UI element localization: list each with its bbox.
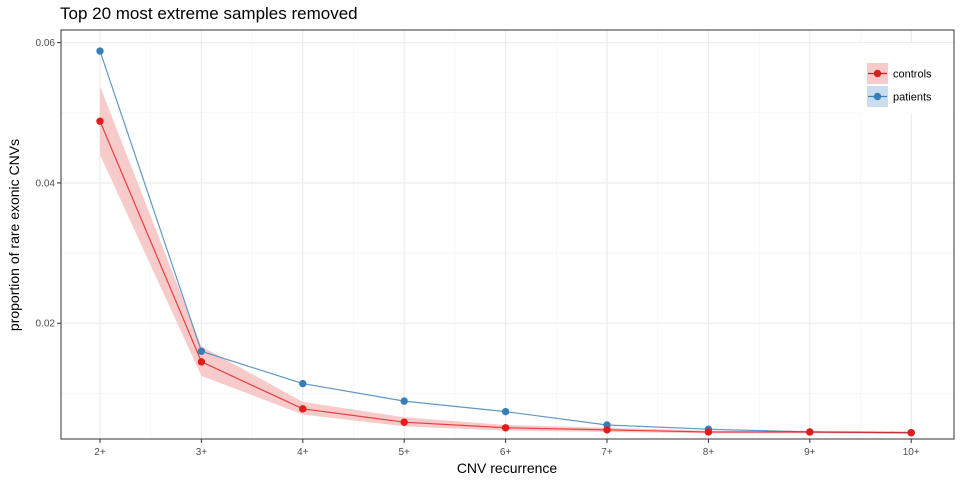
x-tick-label: 4+ bbox=[297, 447, 309, 458]
legend-label-patients: patients bbox=[893, 92, 932, 104]
data-point-controls bbox=[197, 358, 206, 366]
x-tick-label: 8+ bbox=[703, 447, 715, 458]
chart-title: Top 20 most extreme samples removed bbox=[60, 4, 358, 23]
legend: controls patients bbox=[860, 43, 950, 113]
grid-lines bbox=[61, 30, 954, 439]
data-point-controls bbox=[806, 428, 814, 436]
x-tick-label: 6+ bbox=[500, 447, 512, 458]
data-point-controls bbox=[501, 424, 510, 432]
y-axis-title: proportion of rare exonic CNVs bbox=[6, 139, 22, 331]
legend-key-point-controls bbox=[873, 69, 882, 78]
data-point-controls bbox=[400, 418, 408, 426]
data-point-controls bbox=[704, 428, 713, 436]
data-point-patients bbox=[96, 47, 104, 55]
y-tick-label: 0.06 bbox=[36, 38, 56, 49]
data-point-controls bbox=[299, 405, 307, 413]
data-point-patients bbox=[197, 347, 206, 356]
data-point-patients bbox=[299, 379, 307, 388]
x-tick-label: 10+ bbox=[903, 447, 920, 458]
data-point-patients bbox=[400, 397, 408, 405]
axis-ticks: 2+ 3+ 4+ 5+ 6+ 7+ 8+ 9+ 10+ 0.02 0.04 0.06 bbox=[36, 38, 920, 458]
plot-panel-border bbox=[60, 29, 955, 440]
data-point-controls bbox=[603, 426, 611, 434]
data-points bbox=[96, 47, 915, 437]
y-tick-label: 0.04 bbox=[36, 178, 56, 189]
x-tick-label: 9+ bbox=[804, 447, 816, 458]
legend-label-controls: controls bbox=[893, 69, 932, 81]
x-tick-label: 3+ bbox=[196, 447, 208, 458]
data-point-controls bbox=[907, 428, 915, 437]
data-point-controls bbox=[96, 117, 104, 125]
x-tick-label: 2+ bbox=[94, 447, 106, 458]
y-tick-label: 0.02 bbox=[36, 319, 56, 330]
legend-key-point-patients bbox=[873, 92, 882, 101]
data-point-patients bbox=[501, 407, 510, 416]
x-tick-label: 7+ bbox=[601, 447, 613, 458]
x-tick-label: 5+ bbox=[398, 447, 410, 458]
x-axis-title: CNV recurrence bbox=[457, 460, 558, 476]
